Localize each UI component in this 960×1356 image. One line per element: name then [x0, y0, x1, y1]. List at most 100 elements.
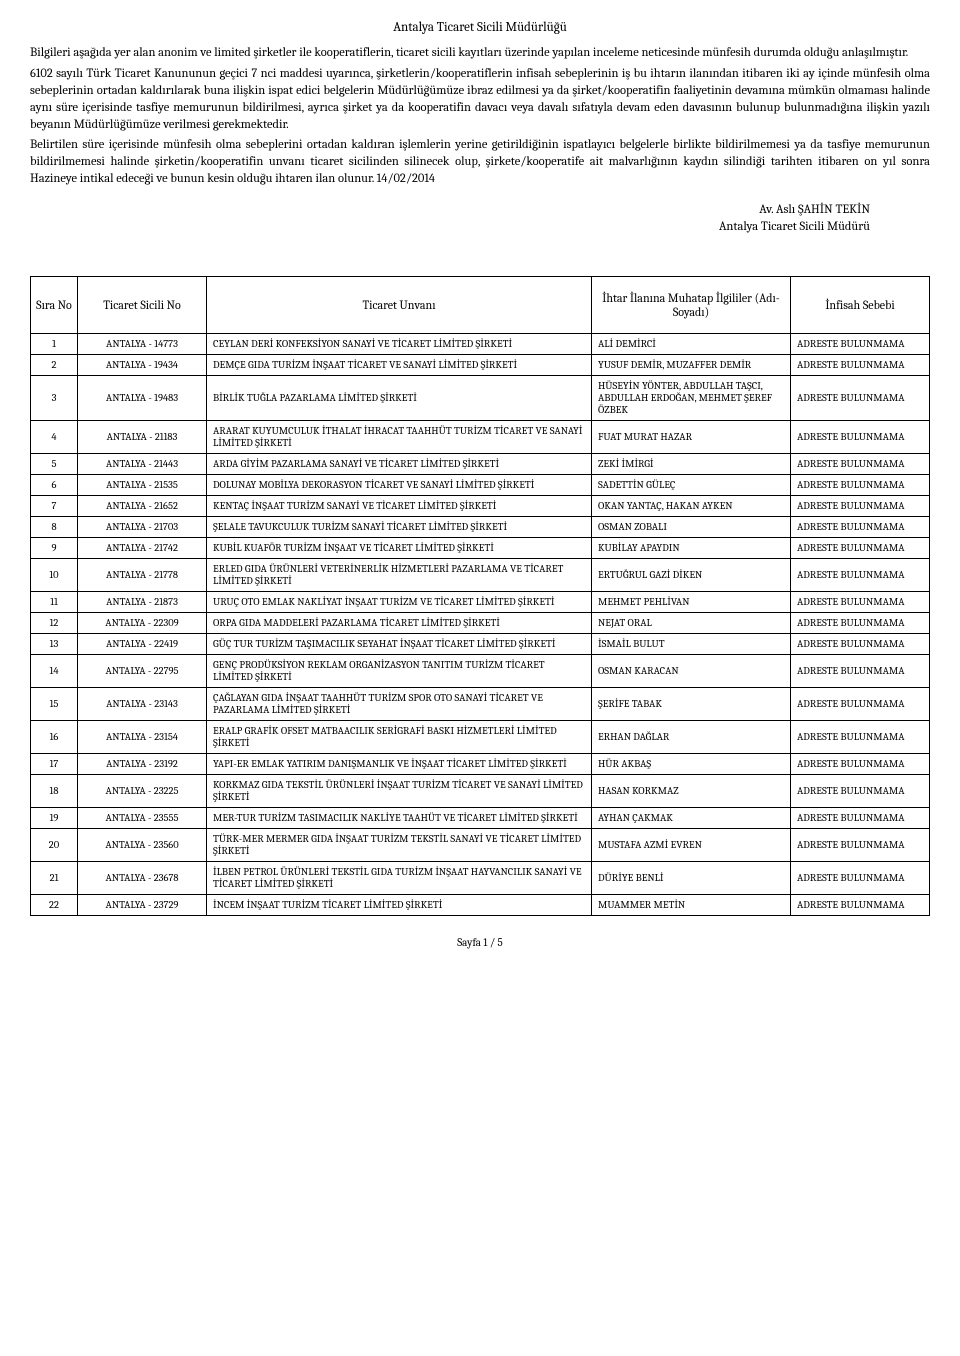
cell-sira: 7 — [31, 495, 78, 516]
table-body: 1ANTALYA - 14773CEYLAN DERİ KONFEKSİYON … — [31, 333, 930, 915]
cell-sicil: ANTALYA - 22795 — [78, 654, 207, 687]
cell-ilgili: SADETTİN GÜLEÇ — [592, 474, 791, 495]
table-row: 1ANTALYA - 14773CEYLAN DERİ KONFEKSİYON … — [31, 333, 930, 354]
cell-unvan: DOLUNAY MOBİLYA DEKORASYON TİCARET VE SA… — [207, 474, 592, 495]
cell-sira: 6 — [31, 474, 78, 495]
page-title: Antalya Ticaret Sicili Müdürlüğü — [30, 20, 930, 35]
cell-sicil: ANTALYA - 23560 — [78, 828, 207, 861]
cell-unvan: ŞELALE TAVUKCULUK TURİZM SANAYİ TİCARET … — [207, 516, 592, 537]
cell-sira: 3 — [31, 375, 78, 420]
cell-unvan: KENTAÇ İNŞAAT TURİZM SANAYİ VE TİCARET L… — [207, 495, 592, 516]
signature-block: Av. Aslı ŞAHİN TEKİN Antalya Ticaret Sic… — [30, 202, 930, 236]
paragraph-2: 6102 sayılı Türk Ticaret Kanununun geçic… — [30, 66, 930, 134]
cell-ilgili: HASAN KORKMAZ — [592, 774, 791, 807]
cell-ilgili: OSMAN KARACAN — [592, 654, 791, 687]
cell-sicil: ANTALYA - 23192 — [78, 753, 207, 774]
cell-sicil: ANTALYA - 23555 — [78, 807, 207, 828]
cell-ilgili: OKAN YANTAÇ, HAKAN AYKEN — [592, 495, 791, 516]
cell-sicil: ANTALYA - 21652 — [78, 495, 207, 516]
cell-unvan: İNCEM İNŞAAT TURİZM TİCARET LİMİTED ŞİRK… — [207, 894, 592, 915]
cell-sira: 5 — [31, 453, 78, 474]
company-table: Sıra No Ticaret Sicili No Ticaret Unvanı… — [30, 276, 930, 916]
cell-ilgili: ERTUĞRUL GAZİ DİKEN — [592, 558, 791, 591]
cell-sebep: ADRESTE BULUNMAMA — [791, 807, 930, 828]
cell-ilgili: YUSUF DEMİR, MUZAFFER DEMİR — [592, 354, 791, 375]
cell-unvan: YAPI-ER EMLAK YATIRIM DANIŞMANLIK VE İNŞ… — [207, 753, 592, 774]
cell-unvan: ERLED GIDA ÜRÜNLERİ VETERİNERLİK HİZMETL… — [207, 558, 592, 591]
cell-unvan: ORPA GIDA MADDELERİ PAZARLAMA TİCARET Lİ… — [207, 612, 592, 633]
cell-sebep: ADRESTE BULUNMAMA — [791, 591, 930, 612]
cell-sicil: ANTALYA - 19434 — [78, 354, 207, 375]
cell-sira: 11 — [31, 591, 78, 612]
cell-sira: 22 — [31, 894, 78, 915]
cell-sicil: ANTALYA - 21443 — [78, 453, 207, 474]
cell-sebep: ADRESTE BULUNMAMA — [791, 516, 930, 537]
cell-sebep: ADRESTE BULUNMAMA — [791, 828, 930, 861]
cell-sicil: ANTALYA - 21873 — [78, 591, 207, 612]
cell-sebep: ADRESTE BULUNMAMA — [791, 894, 930, 915]
table-header-row: Sıra No Ticaret Sicili No Ticaret Unvanı… — [31, 276, 930, 333]
cell-ilgili: MUAMMER METİN — [592, 894, 791, 915]
cell-ilgili: HÜSEYİN YÖNTER, ABDULLAH TAŞCI, ABDULLAH… — [592, 375, 791, 420]
table-row: 13ANTALYA - 22419GÜÇ TUR TURİZM TAŞIMACI… — [31, 633, 930, 654]
signature-title: Antalya Ticaret Sicili Müdürü — [30, 219, 870, 236]
cell-unvan: ARARAT KUYUMCULUK İTHALAT İHRACAT TAAHHÜ… — [207, 420, 592, 453]
cell-sebep: ADRESTE BULUNMAMA — [791, 633, 930, 654]
table-row: 10ANTALYA - 21778ERLED GIDA ÜRÜNLERİ VET… — [31, 558, 930, 591]
paragraph-1: Bilgileri aşağıda yer alan anonim ve lim… — [30, 45, 930, 62]
cell-sebep: ADRESTE BULUNMAMA — [791, 474, 930, 495]
cell-sicil: ANTALYA - 23225 — [78, 774, 207, 807]
cell-sicil: ANTALYA - 23154 — [78, 720, 207, 753]
cell-sira: 15 — [31, 687, 78, 720]
cell-sira: 2 — [31, 354, 78, 375]
cell-sira: 10 — [31, 558, 78, 591]
table-row: 5ANTALYA - 21443ARDA GİYİM PAZARLAMA SAN… — [31, 453, 930, 474]
cell-ilgili: MUSTAFA AZMİ EVREN — [592, 828, 791, 861]
col-ilgili: İhtar İlanına Muhatap İlgililer (Adı-Soy… — [592, 276, 791, 333]
cell-ilgili: DÜRİYE BENLİ — [592, 861, 791, 894]
cell-ilgili: FUAT MURAT HAZAR — [592, 420, 791, 453]
cell-sira: 16 — [31, 720, 78, 753]
cell-sicil: ANTALYA - 21778 — [78, 558, 207, 591]
cell-sebep: ADRESTE BULUNMAMA — [791, 753, 930, 774]
cell-sira: 21 — [31, 861, 78, 894]
cell-sicil: ANTALYA - 23143 — [78, 687, 207, 720]
col-sicil: Ticaret Sicili No — [78, 276, 207, 333]
cell-ilgili: KUBİLAY APAYDIN — [592, 537, 791, 558]
cell-sebep: ADRESTE BULUNMAMA — [791, 612, 930, 633]
table-row: 3ANTALYA - 19483BİRLİK TUĞLA PAZARLAMA L… — [31, 375, 930, 420]
cell-unvan: GÜÇ TUR TURİZM TAŞIMACILIK SEYAHAT İNŞAA… — [207, 633, 592, 654]
cell-sebep: ADRESTE BULUNMAMA — [791, 375, 930, 420]
cell-sebep: ADRESTE BULUNMAMA — [791, 558, 930, 591]
cell-ilgili: NEJAT ORAL — [592, 612, 791, 633]
cell-sicil: ANTALYA - 21703 — [78, 516, 207, 537]
cell-sira: 13 — [31, 633, 78, 654]
table-row: 15ANTALYA - 23143ÇAĞLAYAN GIDA İNŞAAT TA… — [31, 687, 930, 720]
cell-ilgili: MEHMET PEHLİVAN — [592, 591, 791, 612]
table-row: 6ANTALYA - 21535DOLUNAY MOBİLYA DEKORASY… — [31, 474, 930, 495]
cell-sebep: ADRESTE BULUNMAMA — [791, 495, 930, 516]
cell-sicil: ANTALYA - 21742 — [78, 537, 207, 558]
table-row: 7ANTALYA - 21652KENTAÇ İNŞAAT TURİZM SAN… — [31, 495, 930, 516]
col-unvan: Ticaret Unvanı — [207, 276, 592, 333]
cell-unvan: CEYLAN DERİ KONFEKSİYON SANAYİ VE TİCARE… — [207, 333, 592, 354]
table-row: 17ANTALYA - 23192YAPI-ER EMLAK YATIRIM D… — [31, 753, 930, 774]
cell-sira: 12 — [31, 612, 78, 633]
cell-unvan: URUÇ OTO EMLAK NAKLİYAT İNŞAAT TURİZM VE… — [207, 591, 592, 612]
cell-sicil: ANTALYA - 21183 — [78, 420, 207, 453]
cell-unvan: GENÇ PRODÜKSİYON REKLAM ORGANİZASYON TAN… — [207, 654, 592, 687]
cell-sebep: ADRESTE BULUNMAMA — [791, 537, 930, 558]
paragraph-3: Belirtilen süre içerisinde münfesih olma… — [30, 137, 930, 188]
cell-sebep: ADRESTE BULUNMAMA — [791, 333, 930, 354]
cell-sebep: ADRESTE BULUNMAMA — [791, 720, 930, 753]
cell-unvan: KUBİL KUAFÖR TURİZM İNŞAAT VE TİCARET Lİ… — [207, 537, 592, 558]
cell-sira: 8 — [31, 516, 78, 537]
table-row: 21ANTALYA - 23678İLBEN PETROL ÜRÜNLERİ T… — [31, 861, 930, 894]
cell-ilgili: ZEKİ İMİRGİ — [592, 453, 791, 474]
cell-sira: 18 — [31, 774, 78, 807]
cell-sicil: ANTALYA - 23678 — [78, 861, 207, 894]
cell-sira: 20 — [31, 828, 78, 861]
cell-sicil: ANTALYA - 21535 — [78, 474, 207, 495]
cell-ilgili: OSMAN ZOBALI — [592, 516, 791, 537]
cell-sicil: ANTALYA - 23729 — [78, 894, 207, 915]
